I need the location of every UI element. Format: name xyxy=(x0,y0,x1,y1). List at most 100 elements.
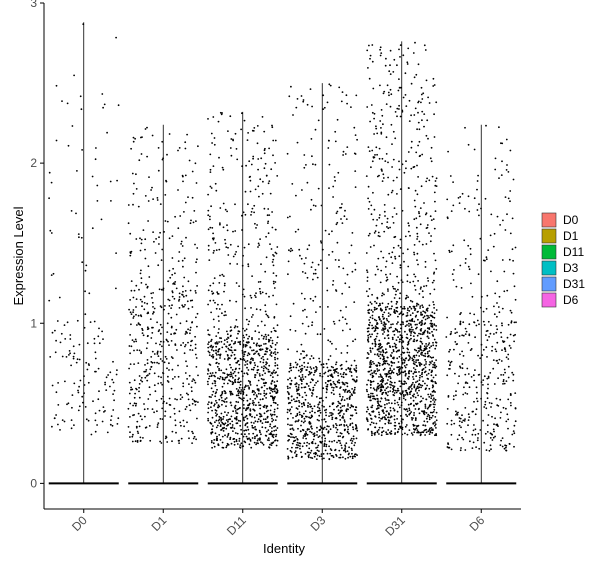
data-point xyxy=(287,378,289,381)
data-point xyxy=(416,392,419,394)
data-point xyxy=(513,321,516,324)
data-point xyxy=(421,319,423,322)
data-point xyxy=(370,406,373,409)
data-point xyxy=(260,157,263,160)
data-point xyxy=(474,428,477,431)
data-point xyxy=(187,328,190,331)
data-point xyxy=(136,430,139,433)
data-point xyxy=(234,132,237,135)
data-point xyxy=(408,325,410,327)
data-point xyxy=(337,171,340,174)
data-point xyxy=(418,386,421,389)
data-point xyxy=(55,84,58,87)
data-point xyxy=(366,420,369,422)
data-point xyxy=(290,399,293,402)
data-point xyxy=(499,417,502,419)
data-point xyxy=(187,398,190,401)
data-point xyxy=(147,200,150,202)
data-point xyxy=(233,326,236,329)
data-point xyxy=(289,362,292,365)
data-point xyxy=(213,445,216,448)
data-point xyxy=(184,201,187,204)
data-point xyxy=(472,441,475,444)
data-point xyxy=(471,447,474,449)
data-point xyxy=(229,363,231,366)
data-point xyxy=(392,388,394,390)
data-point xyxy=(247,263,250,266)
data-point xyxy=(252,400,254,402)
data-point xyxy=(129,363,132,365)
data-point xyxy=(247,243,250,246)
data-point xyxy=(491,439,494,441)
data-point xyxy=(147,334,149,337)
data-point xyxy=(459,449,462,452)
data-point xyxy=(424,352,427,355)
data-point xyxy=(266,362,268,364)
data-point xyxy=(153,353,156,355)
data-point xyxy=(306,383,308,385)
data-point xyxy=(269,392,271,394)
data-point xyxy=(412,395,415,398)
data-point xyxy=(309,417,312,419)
data-point xyxy=(229,330,232,332)
data-point xyxy=(135,425,138,428)
data-point xyxy=(166,331,169,333)
data-point xyxy=(272,272,275,274)
data-point xyxy=(390,323,392,326)
data-point xyxy=(422,431,425,434)
data-point xyxy=(412,52,415,54)
data-point xyxy=(239,384,242,386)
data-point xyxy=(387,429,390,431)
data-point xyxy=(366,271,369,273)
data-point xyxy=(140,238,143,241)
data-point xyxy=(355,406,358,409)
data-point xyxy=(507,427,509,430)
data-point xyxy=(291,424,293,426)
data-point xyxy=(252,404,255,406)
data-point xyxy=(430,323,433,326)
data-point xyxy=(96,200,99,202)
data-point xyxy=(294,383,297,386)
data-point xyxy=(387,416,389,419)
series-D1 xyxy=(127,126,199,485)
data-point xyxy=(331,418,334,421)
data-point xyxy=(393,415,396,417)
data-point xyxy=(448,368,450,370)
data-point xyxy=(428,327,431,329)
data-point xyxy=(430,416,433,419)
data-point xyxy=(396,357,399,360)
data-point xyxy=(301,396,304,398)
data-point xyxy=(485,334,487,336)
data-point xyxy=(141,380,144,383)
data-point xyxy=(339,387,341,389)
data-point xyxy=(418,240,421,243)
data-point xyxy=(332,426,335,428)
data-point xyxy=(268,295,270,298)
data-point xyxy=(419,374,421,377)
data-point xyxy=(419,400,422,403)
data-point xyxy=(159,343,161,346)
data-point xyxy=(434,364,436,366)
data-point xyxy=(502,406,505,409)
data-point xyxy=(137,314,140,317)
data-point xyxy=(313,371,316,374)
data-point xyxy=(408,120,411,122)
data-point xyxy=(496,341,499,344)
data-point xyxy=(418,412,421,415)
data-point xyxy=(328,187,330,190)
data-point xyxy=(186,421,188,424)
data-point xyxy=(482,379,485,381)
data-point xyxy=(257,442,259,445)
data-point xyxy=(390,372,392,375)
data-point xyxy=(505,169,508,171)
data-point xyxy=(208,401,210,403)
data-point xyxy=(177,260,180,262)
data-point xyxy=(207,369,210,372)
data-point xyxy=(146,155,149,158)
data-point xyxy=(238,396,241,399)
data-point xyxy=(325,387,328,390)
data-point xyxy=(232,410,235,413)
data-point xyxy=(257,281,260,283)
data-point xyxy=(471,410,474,413)
data-point xyxy=(156,426,159,428)
